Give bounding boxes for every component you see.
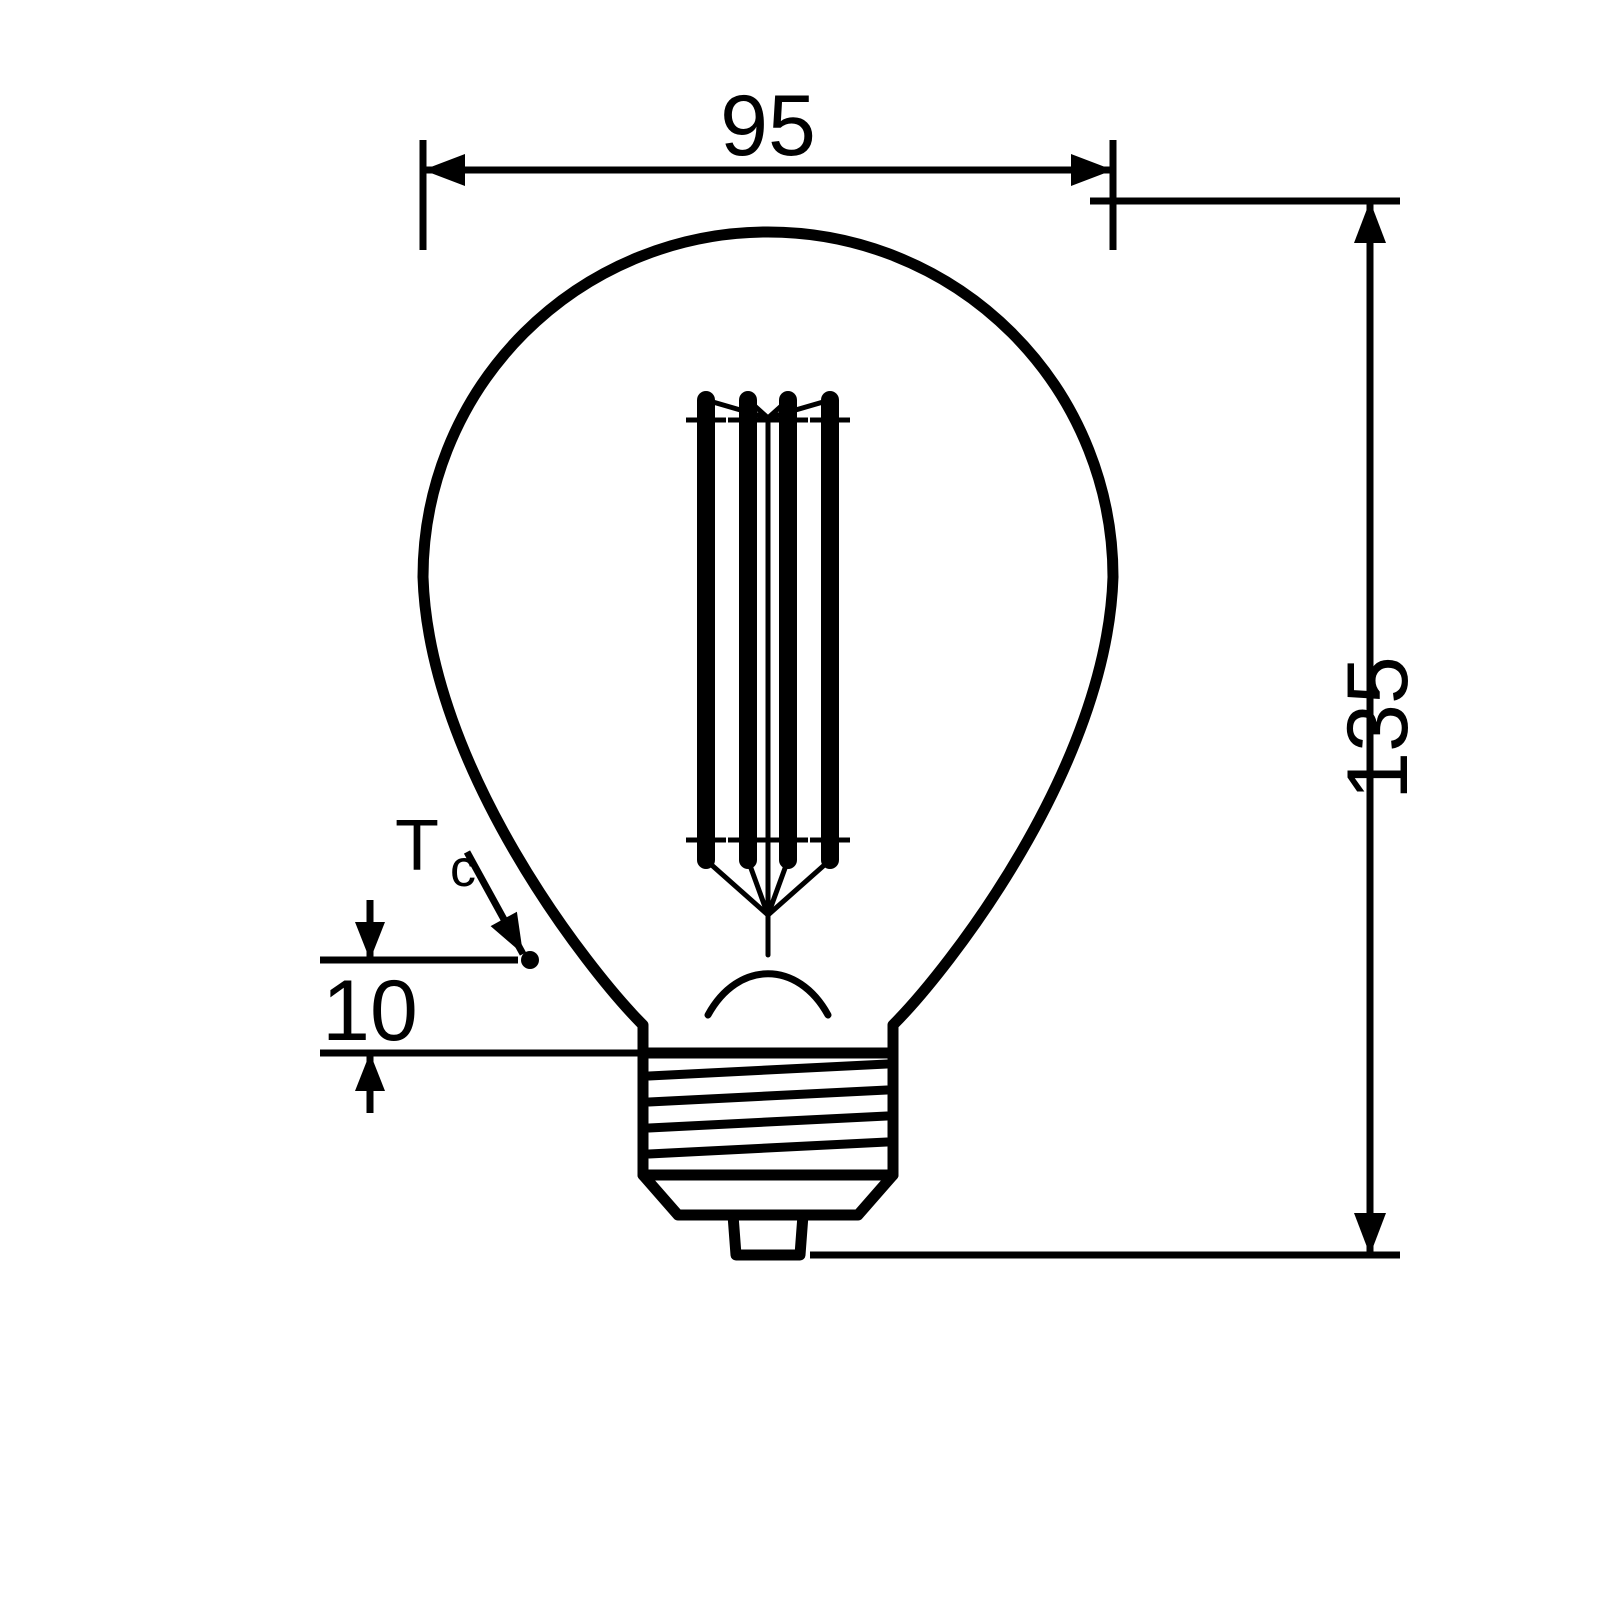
dim-width-label: 95 [720, 78, 816, 174]
bulb-dimension-diagram: Tc 95 135 10 [0, 0, 1600, 1600]
dim-height-label: 135 [1330, 656, 1426, 800]
tc-sub-label: c [450, 840, 476, 898]
tc-label: T [395, 806, 439, 886]
dim-offset-label: 10 [322, 963, 418, 1059]
